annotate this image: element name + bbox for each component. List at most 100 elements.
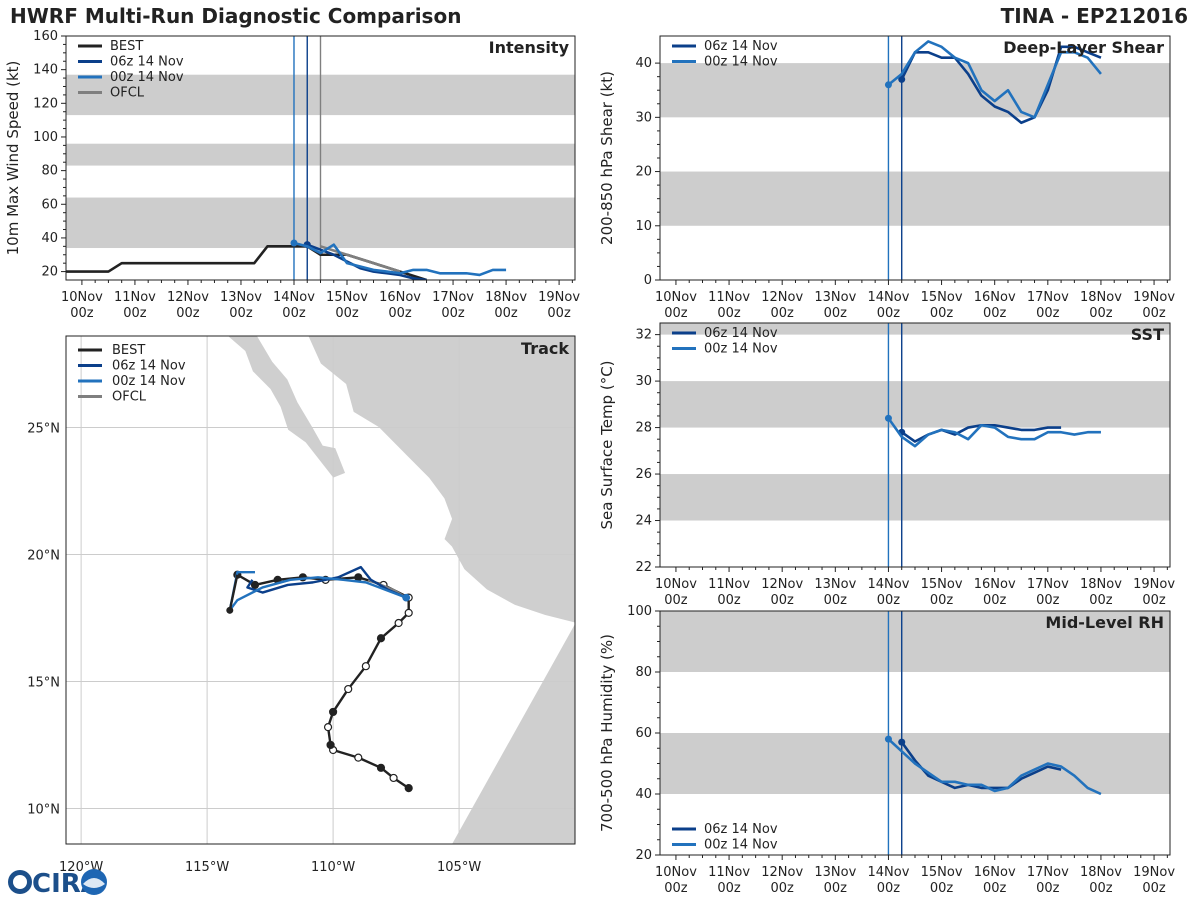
rh-xtick-label: 12Nov (761, 865, 803, 880)
shear-series-start-point (898, 75, 906, 83)
rh-xtick-sublabel: 00z (930, 881, 954, 896)
intensity-xtick-sublabel: 00z (70, 306, 94, 321)
shear-ytick-label: 0 (644, 273, 652, 288)
track-best-point (323, 723, 333, 732)
intensity-xtick-sublabel: 00z (335, 306, 359, 321)
intensity-xtick-label: 18Nov (485, 290, 527, 305)
sst-plot-area (660, 323, 1170, 567)
intensity-ytick-label: 40 (41, 231, 58, 246)
intensity-legend-label: 06z 14 Nov (110, 55, 184, 70)
intensity-xtick-label: 15Nov (326, 290, 368, 305)
rh-ytick-label: 20 (635, 848, 652, 863)
track-axes-frame (65, 335, 576, 845)
intensity-xtick-sublabel: 00z (176, 306, 200, 321)
rh-series-start-point (898, 738, 906, 746)
intensity-ytick-label: 140 (33, 63, 58, 78)
shear-xtick-label: 18Nov (1080, 290, 1122, 305)
shear-plot-area (660, 36, 1170, 280)
rh-legend-label: 00z 14 Nov (704, 838, 778, 853)
sst-legend-label: 06z 14 Nov (704, 326, 778, 341)
rh-xtick-sublabel: 00z (1036, 881, 1060, 896)
track-best-point (404, 784, 413, 793)
shear-legend-label: 06z 14 Nov (704, 39, 778, 54)
sst-ytick-label: 30 (635, 374, 652, 389)
sst-ytick-label: 32 (635, 328, 652, 343)
sst-ylabel: Sea Surface Temp (°C) (598, 360, 616, 529)
track-best-point (226, 606, 234, 614)
sst-band (660, 381, 1170, 428)
track-ytick-label: 25°N (27, 421, 60, 436)
shear-ytick-label: 30 (635, 110, 652, 125)
sst-ytick-label: 28 (635, 421, 652, 436)
sst-xtick-sublabel: 00z (771, 593, 795, 608)
sst-title: SST (1131, 325, 1164, 344)
track-best-point (328, 707, 338, 717)
track-best-point (344, 684, 353, 694)
rh-xtick-label: 15Nov (921, 865, 963, 880)
intensity-ytick-label: 120 (33, 96, 58, 111)
sst-xtick-sublabel: 00z (983, 593, 1007, 608)
cira-logo: CIRA (4, 862, 114, 899)
shear-xtick-label: 12Nov (761, 290, 803, 305)
rh-legend-label: 06z 14 Nov (704, 822, 778, 837)
shear-xtick-sublabel: 00z (930, 306, 954, 321)
sst-xtick-label: 14Nov (867, 577, 909, 592)
rh-xtick-sublabel: 00z (824, 881, 848, 896)
rh-xtick-label: 14Nov (867, 865, 909, 880)
sst-xtick-sublabel: 00z (1036, 593, 1060, 608)
intensity-xtick-sublabel: 00z (282, 306, 306, 321)
shear-ytick-label: 10 (635, 219, 652, 234)
track-xtick-label: 105°W (437, 860, 481, 875)
shear-xtick-sublabel: 00z (1142, 306, 1166, 321)
track-best-point (376, 763, 386, 772)
track-legend-label: BEST (112, 343, 145, 358)
intensity-xtick-label: 17Nov (432, 290, 474, 305)
sst-xtick-label: 19Nov (1133, 577, 1175, 592)
baja-california (226, 336, 347, 479)
shear-xtick-label: 13Nov (814, 290, 856, 305)
shear-xtick-label: 17Nov (1027, 290, 1069, 305)
track-best-point (354, 753, 363, 762)
shear-xtick-label: 11Nov (708, 290, 750, 305)
shear-xtick-sublabel: 00z (983, 306, 1007, 321)
shear-series-line (887, 40, 1102, 119)
intensity-xtick-label: 19Nov (538, 290, 580, 305)
rh-xtick-label: 10Nov (655, 865, 697, 880)
shear-band (660, 171, 1170, 226)
sst-xtick-sublabel: 00z (930, 593, 954, 608)
track-init-point (402, 593, 410, 602)
track-xtick-label: 115°W (185, 860, 229, 875)
shear-xtick-label: 14Nov (867, 290, 909, 305)
sst-xtick-sublabel: 00z (1142, 593, 1166, 608)
sst-band (660, 474, 1170, 521)
shear-xtick-sublabel: 00z (877, 306, 901, 321)
rh-xtick-sublabel: 00z (983, 881, 1007, 896)
intensity-ytick-label: 160 (33, 29, 58, 44)
intensity-legend-label: 00z 14 Nov (110, 70, 184, 85)
intensity-series-line (293, 241, 507, 277)
track-ytick-label: 10°N (27, 802, 60, 817)
rh-xtick-label: 18Nov (1080, 865, 1122, 880)
sst-series-line (887, 417, 1101, 448)
intensity-xtick-sublabel: 00z (441, 306, 465, 321)
shear-ylabel: 200-850 hPa Shear (kt) (598, 71, 616, 245)
rh-band (660, 611, 1170, 672)
track-best-point (250, 580, 260, 590)
rh-ytick-label: 60 (635, 726, 652, 741)
sst-xtick-label: 11Nov (708, 577, 750, 592)
intensity-xtick-label: 14Nov (273, 290, 315, 305)
track-legend-label: 00z 14 Nov (112, 374, 186, 389)
shear-title: Deep-Layer Shear (1003, 38, 1164, 57)
shear-xtick-label: 19Nov (1133, 290, 1175, 305)
rh-title: Mid-Level RH (1045, 613, 1164, 632)
page-title: HWRF Multi-Run Diagnostic Comparison (10, 4, 462, 28)
intensity-title: Intensity (489, 38, 570, 57)
rh-plot-area (660, 611, 1170, 855)
track-best-point (376, 634, 386, 643)
rh-xtick-label: 17Nov (1027, 865, 1069, 880)
rh-xtick-label: 11Nov (708, 865, 750, 880)
track-ytick-label: 20°N (27, 548, 60, 563)
intensity-xtick-sublabel: 00z (388, 306, 412, 321)
track-ytick-label: 15°N (27, 675, 60, 690)
